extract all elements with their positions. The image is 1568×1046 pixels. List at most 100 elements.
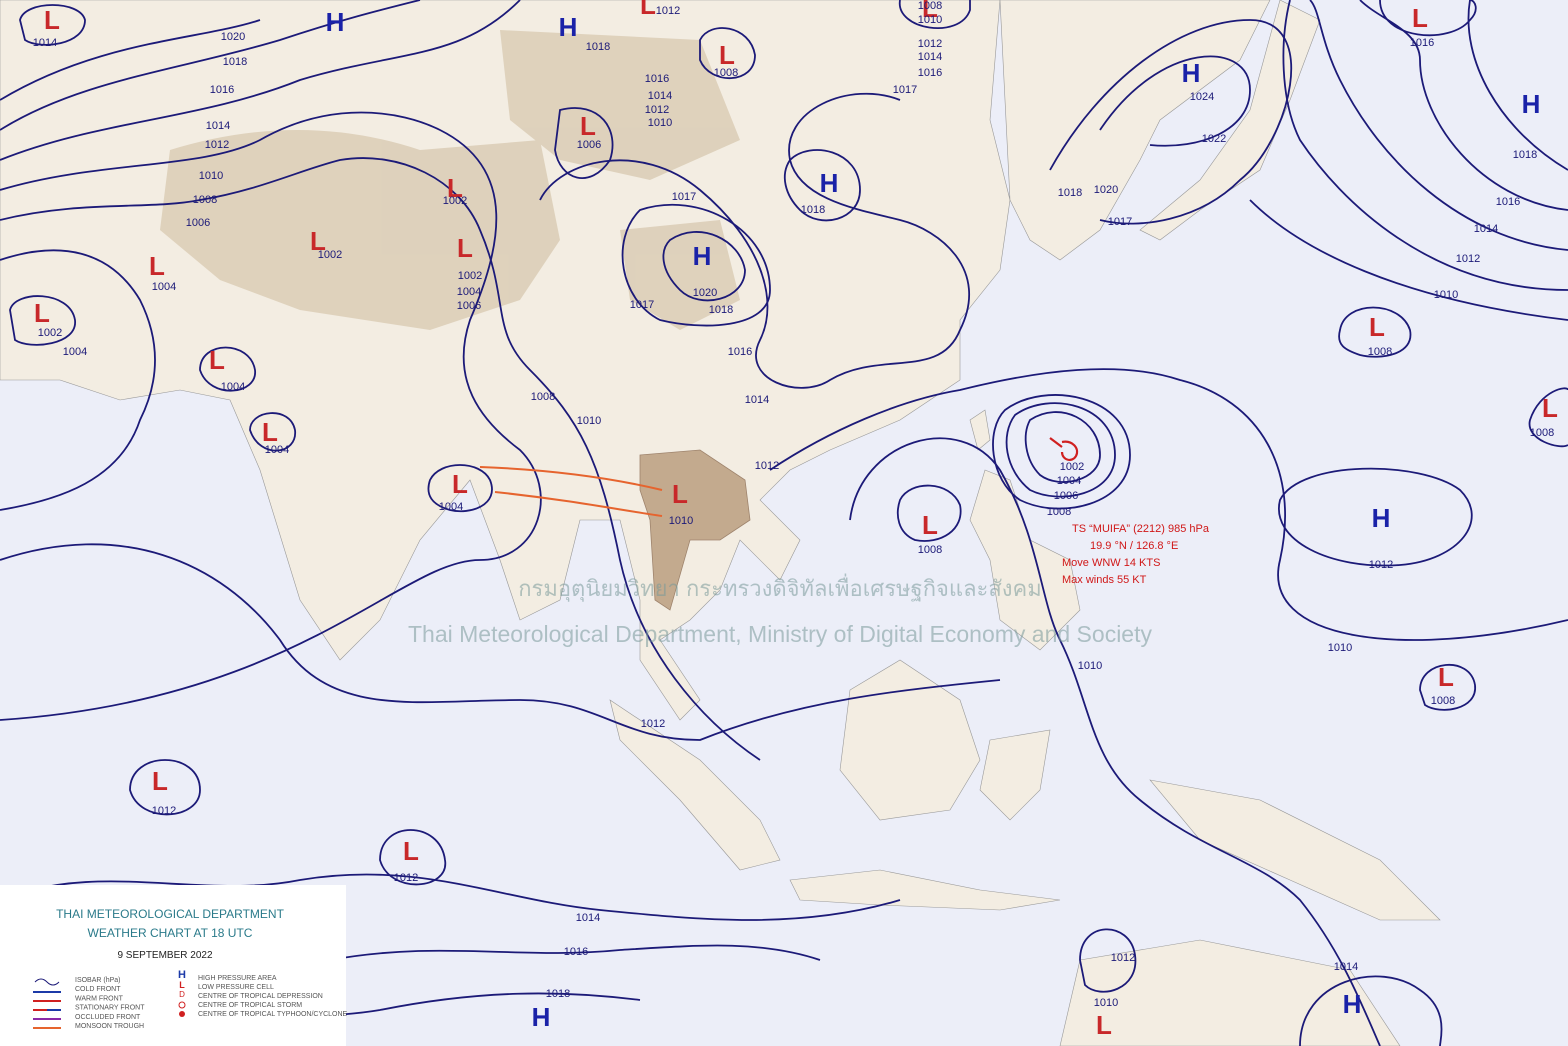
isobar-label: 1012	[1111, 952, 1135, 964]
center-pressure: 1008	[1368, 346, 1392, 358]
isobar-label: 1022	[1202, 133, 1226, 145]
center-pressure: 1010	[669, 515, 693, 527]
storm-line: Move WNW 14 KTS	[1062, 557, 1160, 569]
isobar-label: 1017	[672, 191, 696, 203]
isobar-label: 1004	[457, 286, 481, 298]
center-pressure: 1004	[152, 281, 176, 293]
pressure-center: L	[580, 111, 596, 141]
legend-item: HIGH PRESSURE AREA	[198, 975, 277, 982]
pressure-center: H	[532, 1002, 551, 1032]
center-pressure: 1010	[1094, 997, 1118, 1009]
isobar-label: 1008	[531, 391, 555, 403]
legend-item: COLD FRONT	[75, 986, 121, 993]
isobar-label: 1012	[755, 460, 779, 472]
watermark: กรมอุตุนิยมวิทยา กระทรวงดิจิทัลเพื่อเศรษ…	[408, 573, 1152, 647]
svg-text:H: H	[178, 969, 186, 981]
watermark-english: Thai Meteorological Department, Ministry…	[408, 621, 1152, 647]
title-date: 9 SEPTEMBER 2022	[117, 950, 212, 961]
isobar-label: 1020	[221, 31, 245, 43]
pressure-center: L	[922, 0, 938, 23]
center-pressure: 1004	[221, 381, 245, 393]
isobar-label: 1006	[1054, 490, 1078, 502]
isobar-label: 1014	[576, 912, 600, 924]
center-pressure: 1008	[714, 67, 738, 79]
center-pressure: 1008	[918, 0, 942, 12]
center-pressure: 1014	[1334, 961, 1358, 973]
pressure-center: L	[1438, 662, 1454, 692]
isobar-label: 1006	[186, 217, 210, 229]
pressure-center: H	[1372, 503, 1391, 533]
center-pressure: 1008	[1431, 695, 1455, 707]
svg-text:L: L	[179, 980, 185, 990]
isobar-label: 1012	[641, 718, 665, 730]
isobar-label: 1018	[1058, 187, 1082, 199]
pressure-center: L	[1412, 3, 1428, 33]
center-pressure: 1024	[1190, 91, 1214, 103]
center-pressure: 1012	[152, 805, 176, 817]
isobar-label: 1018	[586, 41, 610, 53]
isobar-label: 1008	[193, 194, 217, 206]
isobar-label: 1017	[630, 299, 654, 311]
pressure-center: H	[326, 7, 345, 37]
center-pressure: 1020	[693, 287, 717, 299]
title-agency: THAI METEOROLOGICAL DEPARTMENT	[56, 907, 284, 921]
thailand	[639, 449, 751, 611]
center-pressure: 1012	[656, 5, 680, 17]
pressure-center: L	[640, 0, 656, 20]
isobar-label: 1014	[648, 90, 672, 102]
isobar-label: 1004	[1057, 475, 1081, 487]
center-pressure: 1014	[33, 37, 57, 49]
isobar-label: 1006	[457, 300, 481, 312]
legend-item: LOW PRESSURE CELL	[198, 984, 274, 991]
pressure-center: L	[1096, 1010, 1112, 1040]
isobar-label: 1004	[63, 346, 87, 358]
pressure-center: L	[922, 510, 938, 540]
pressure-center: L	[44, 5, 60, 35]
svg-text:D: D	[179, 990, 185, 999]
isobar-label: 1020	[1094, 184, 1118, 196]
isobar-label: 1014	[1474, 223, 1498, 235]
legend-item: CENTRE OF TROPICAL STORM	[198, 1002, 302, 1009]
isobar-label: 1010	[1434, 289, 1458, 301]
legend-item: ISOBAR (hPa)	[75, 977, 121, 984]
pressure-center: L	[719, 40, 735, 70]
center-pressure: 1002	[458, 270, 482, 282]
center-pressure: 1008	[1530, 427, 1554, 439]
legend-item: CENTRE OF TROPICAL DEPRESSION	[198, 993, 323, 1000]
pressure-center: L	[310, 226, 326, 256]
legend: THAI METEOROLOGICAL DEPARTMENT WEATHER C…	[0, 885, 348, 1046]
pressure-center: L	[209, 345, 225, 375]
watermark-thai: กรมอุตุนิยมวิทยา กระทรวงดิจิทัลเพื่อเศรษ…	[518, 573, 1042, 602]
pressure-center: H	[693, 241, 712, 271]
isobar-label: 1008	[1047, 506, 1071, 518]
isobar-label: 1018	[223, 56, 247, 68]
legend-item: STATIONARY FRONT	[75, 1005, 145, 1012]
isobar-label: 1014	[745, 394, 769, 406]
pressure-center: L	[34, 298, 50, 328]
center-pressure: 1002	[38, 327, 62, 339]
isobar-label: 1018	[709, 304, 733, 316]
isobar-label: 1012	[1456, 253, 1480, 265]
isobar-label: 1010	[199, 170, 223, 182]
pressure-center: L	[1542, 393, 1558, 423]
legend-item: OCCLUDED FRONT	[75, 1014, 141, 1021]
isobar-label: 1012	[205, 139, 229, 151]
isobar-label: 1016	[564, 946, 588, 958]
storm-line: TS “MUIFA” (2212) 985 hPa	[1072, 523, 1210, 535]
storm-line: 19.9 °N / 126.8 °E	[1090, 540, 1178, 552]
isobar-label: 1012	[645, 104, 669, 116]
storm-line: Max winds 55 KT	[1062, 574, 1147, 586]
pressure-center: L	[403, 836, 419, 866]
center-pressure: 1008	[918, 544, 942, 556]
pressure-center: H	[559, 12, 578, 42]
isobar-label: 1018	[1513, 149, 1537, 161]
storm-symbol	[1049, 437, 1079, 462]
pressure-center: L	[262, 417, 278, 447]
center-pressure: 1012	[394, 872, 418, 884]
isobar-label: 1010	[1328, 642, 1352, 654]
isobar-label: 1002	[1060, 461, 1084, 473]
center-pressure: 1016	[1410, 37, 1434, 49]
center-pressure: 1002	[318, 249, 342, 261]
